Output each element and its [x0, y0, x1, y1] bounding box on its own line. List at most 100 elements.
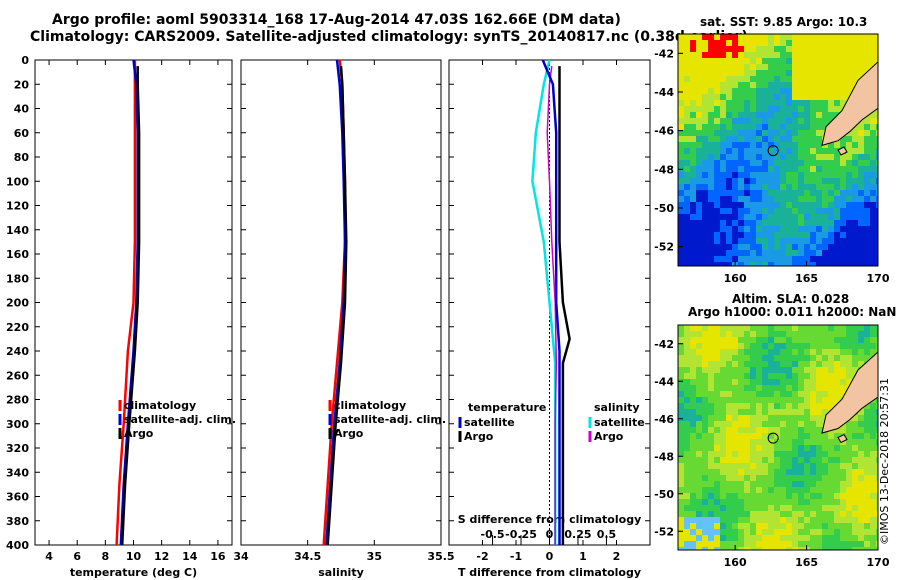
map-cell: [792, 166, 798, 172]
map-cell: [714, 52, 720, 58]
map-cell: [822, 397, 828, 403]
map-cell: [696, 499, 702, 505]
map-cell: [846, 160, 852, 166]
map-cell: [804, 46, 810, 52]
profile-title: Argo profile: aoml 5903314_168 17-Aug-20…: [52, 12, 621, 28]
map-cell: [696, 172, 702, 178]
map-cell: [846, 172, 852, 178]
map-cell: [738, 451, 744, 457]
map-cell: [852, 475, 858, 481]
map-cell: [744, 415, 750, 421]
map-cell: [876, 148, 878, 154]
map-cell: [762, 82, 768, 88]
map-cell: [870, 331, 876, 337]
map-cell: [822, 439, 828, 445]
map-cell: [822, 481, 828, 487]
map-cell: [738, 184, 744, 190]
map-cell: [696, 511, 702, 517]
map-cell: [690, 355, 696, 361]
map-cell: [834, 469, 840, 475]
legend-title-salinity: salinity: [594, 401, 640, 414]
map-cell: [864, 457, 870, 463]
map-cell: [822, 160, 828, 166]
map-cell: [678, 493, 684, 499]
map-cell: [768, 160, 774, 166]
map-cell: [816, 445, 822, 451]
map-cell: [768, 451, 774, 457]
map-cell: [792, 190, 798, 196]
map-cell: [810, 202, 816, 208]
map-cell: [678, 415, 684, 421]
map-cell: [846, 481, 852, 487]
map-cell: [702, 34, 708, 40]
map-cell: [834, 178, 840, 184]
map-cell: [828, 76, 834, 82]
s-tick-label: 0.25: [564, 528, 591, 541]
map-cell: [738, 256, 744, 262]
map-cell: [708, 82, 714, 88]
map-cell: [696, 88, 702, 94]
map-cell: [774, 373, 780, 379]
map-cell: [828, 475, 834, 481]
map-cell: [690, 373, 696, 379]
map-cell: [678, 250, 684, 256]
map-cell: [864, 166, 870, 172]
map-cell: [720, 232, 726, 238]
map-cell: [750, 124, 756, 130]
map-cell: [876, 112, 878, 118]
map-cell: [726, 142, 732, 148]
map-cell: [816, 88, 822, 94]
map-cell: [714, 397, 720, 403]
map-cell: [690, 94, 696, 100]
map-cell: [822, 391, 828, 397]
map-cell: [786, 535, 792, 541]
map-y-tick-label: -48: [654, 450, 674, 463]
map-cell: [684, 331, 690, 337]
map-cell: [738, 166, 744, 172]
map-cell: [768, 106, 774, 112]
map-cell: [870, 202, 876, 208]
map-cell: [786, 361, 792, 367]
map-cell: [816, 511, 822, 517]
map-cell: [864, 517, 870, 523]
map-cell: [864, 64, 870, 70]
map-cell: [690, 76, 696, 82]
map-cell: [714, 166, 720, 172]
map-cell: [684, 517, 690, 523]
map-cell: [708, 232, 714, 238]
map-cell: [684, 220, 690, 226]
map-cell: [792, 523, 798, 529]
map-cell: [732, 523, 738, 529]
map-cell: [840, 166, 846, 172]
map-cell: [822, 541, 828, 547]
map-cell: [798, 415, 804, 421]
map-cell: [726, 238, 732, 244]
map-cell: [690, 112, 696, 118]
map-cell: [756, 262, 762, 266]
map-cell: [762, 481, 768, 487]
map-cell: [780, 82, 786, 88]
map-cell: [750, 367, 756, 373]
map-cell: [720, 106, 726, 112]
map-cell: [876, 463, 878, 469]
map-cell: [870, 481, 876, 487]
map-cell: [714, 238, 720, 244]
map-cell: [864, 481, 870, 487]
map-cell: [828, 355, 834, 361]
y-tick-label: 300: [6, 418, 29, 431]
map-cell: [798, 70, 804, 76]
map-x-tick-label: 170: [867, 272, 890, 285]
map-cell: [678, 82, 684, 88]
map-cell: [798, 196, 804, 202]
map-cell: [816, 505, 822, 511]
map-cell: [750, 517, 756, 523]
map-cell: [834, 232, 840, 238]
map-cell: [798, 337, 804, 343]
map-cell: [864, 130, 870, 136]
map-cell: [828, 487, 834, 493]
map-cell: [738, 172, 744, 178]
map-cell: [810, 355, 816, 361]
map-cell: [750, 511, 756, 517]
map-cell: [762, 511, 768, 517]
map-cell: [708, 373, 714, 379]
